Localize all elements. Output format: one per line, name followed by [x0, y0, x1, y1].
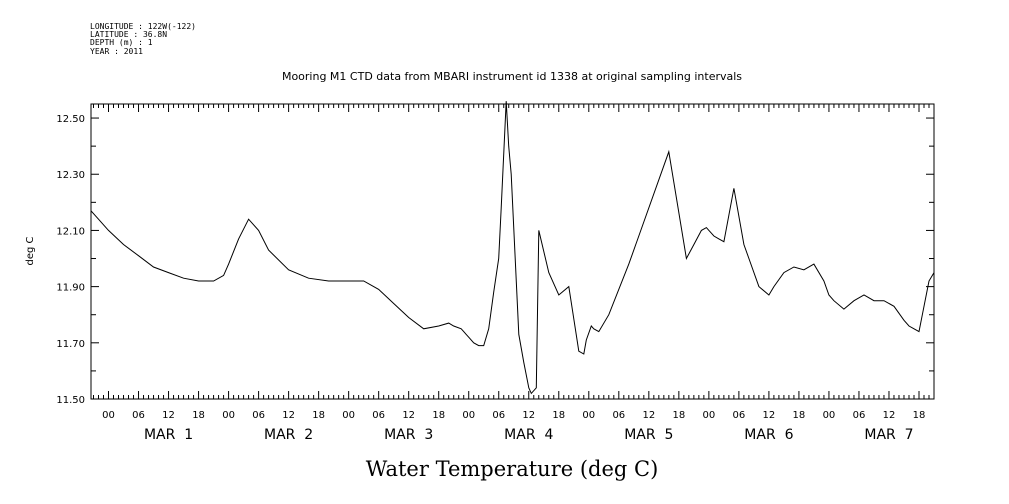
x-hour-tick-label: 00 [222, 410, 235, 421]
y-tick-label: 11.50 [56, 395, 85, 406]
y-axis-label: deg C [25, 236, 36, 265]
x-axis-label: Water Temperature (deg C) [366, 457, 659, 481]
x-hour-tick-label: 12 [162, 410, 175, 421]
depth-text: DEPTH (m) : 1 [90, 38, 153, 47]
x-hour-tick-label: 06 [612, 410, 625, 421]
x-hour-tick-label: 12 [642, 410, 655, 421]
x-day-label: MAR 3 [384, 427, 433, 443]
latitude-text: LATITUDE : 36.8N [90, 30, 168, 39]
x-day-label: MAR 5 [624, 427, 673, 443]
x-hour-tick-label: 18 [432, 410, 445, 421]
x-hour-tick-label: 18 [312, 410, 325, 421]
x-hour-tick-label: 12 [763, 410, 776, 421]
x-hour-tick-label: 06 [853, 410, 866, 421]
y-tick-label: 12.10 [56, 226, 85, 237]
chart-title: Mooring M1 CTD data from MBARI instrumen… [282, 70, 742, 83]
x-hour-tick-label: 00 [342, 410, 355, 421]
x-hour-tick-label: 00 [582, 410, 595, 421]
y-axis: 11.50 11.70 11.90 12.10 12.30 12.50 [56, 114, 934, 406]
x-hour-tick-label: 00 [702, 410, 715, 421]
x-hour-tick-label: 00 [823, 410, 836, 421]
x-day-label: MAR 1 [144, 427, 193, 443]
x-day-label: MAR 6 [744, 427, 793, 443]
x-hour-tick-label: 18 [793, 410, 806, 421]
x-hour-tick-label: 18 [672, 410, 685, 421]
y-tick-label: 11.90 [56, 283, 85, 294]
x-hour-tick-label: 12 [282, 410, 295, 421]
x-hour-tick-label: 06 [733, 410, 746, 421]
x-hour-tick-label: 06 [252, 410, 265, 421]
x-hour-tick-label: 18 [552, 410, 565, 421]
longitude-text: LONGITUDE : 122W(-122) [90, 22, 196, 31]
y-tick-label: 11.70 [56, 339, 85, 350]
x-axis: 00 06 12 18 00 06 12 18 00 06 12 18 00 06 12 18 00 06 12 18… [93, 104, 935, 443]
year-text: YEAR : 2011 [90, 47, 143, 56]
x-hour-tick-label: 18 [913, 410, 926, 421]
plot-frame [90, 103, 935, 400]
y-tick-label: 12.30 [56, 170, 85, 181]
x-hour-tick-label: 00 [102, 410, 115, 421]
x-hour-tick-label: 06 [372, 410, 385, 421]
x-hour-tick-label: 06 [132, 410, 145, 421]
water-temperature-line [90, 101, 935, 395]
x-hour-tick-label: 12 [883, 410, 896, 421]
y-tick-label: 12.50 [56, 114, 85, 125]
x-hour-tick-label: 12 [522, 410, 535, 421]
x-hour-tick-label: 12 [402, 410, 415, 421]
x-day-label: MAR 4 [504, 427, 553, 443]
x-day-label: MAR 2 [264, 427, 313, 443]
x-hour-tick-label: 18 [192, 410, 205, 421]
x-hour-tick-label: 06 [492, 410, 505, 421]
x-day-label: MAR 7 [864, 427, 913, 443]
x-hour-tick-label: 00 [462, 410, 475, 421]
